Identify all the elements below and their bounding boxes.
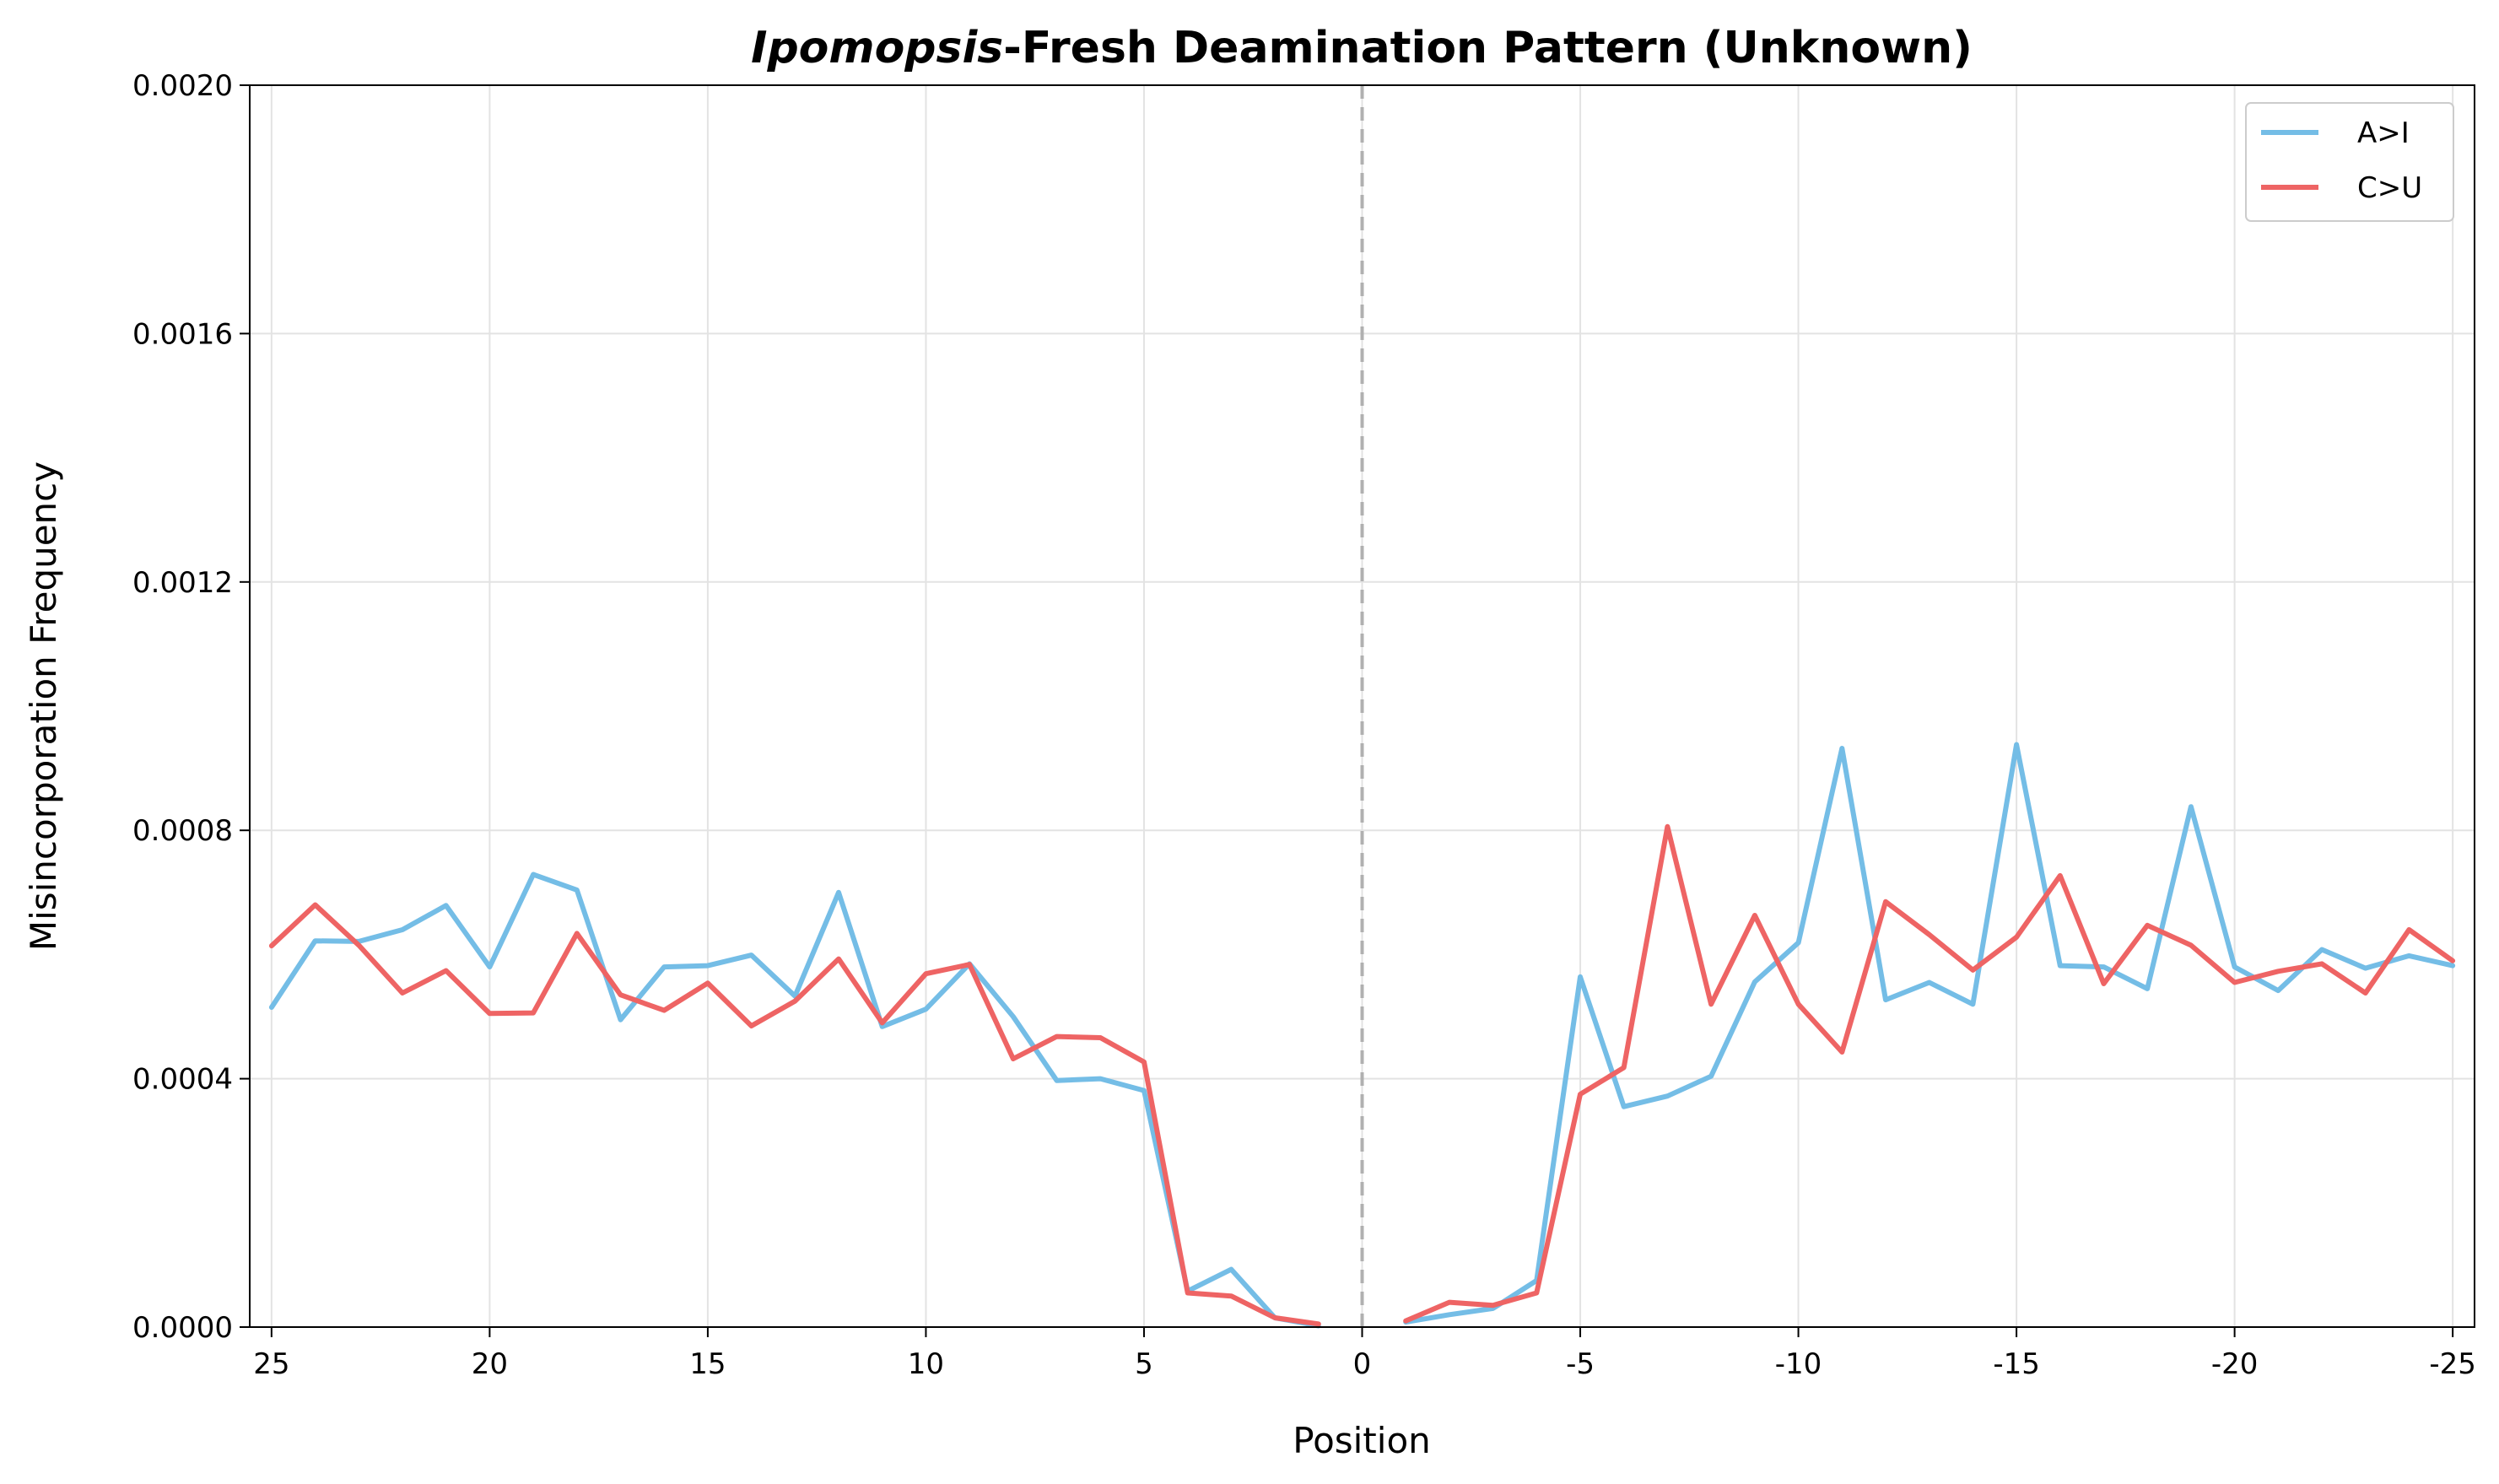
series-lines xyxy=(268,742,2456,1329)
y-tick-label: 0.0008 xyxy=(132,814,233,848)
x-tick-label: 0 xyxy=(1353,1347,1372,1381)
y-tick-label: 0.0016 xyxy=(132,317,233,351)
series-line-c-to-u xyxy=(268,902,1321,1327)
y-tick-label: 0.0012 xyxy=(132,566,233,600)
series-line-c-to-u xyxy=(1403,823,2456,1324)
chart-title-italic: Ipomopsis xyxy=(751,23,1003,73)
y-axis-ticks: 0.0000 0.0004 0.0008 0.0012 0.0016 0.0020 xyxy=(132,69,250,1345)
legend-label-c-to-u: C>U xyxy=(2357,171,2422,205)
x-axis-label: Position xyxy=(1293,1420,1431,1461)
chart-title-rest: -Fresh Deamination Pattern (Unknown) xyxy=(1003,23,1973,73)
y-tick-label: 0.0020 xyxy=(132,69,233,103)
y-axis-label: Misincorporation Frequency xyxy=(23,461,64,951)
x-tick-label: -10 xyxy=(1775,1347,1822,1381)
x-tick-label: 10 xyxy=(908,1347,944,1381)
x-tick-label: 20 xyxy=(472,1347,508,1381)
x-tick-label: -15 xyxy=(1993,1347,2040,1381)
x-tick-label: -25 xyxy=(2429,1347,2476,1381)
x-tick-label: 25 xyxy=(253,1347,289,1381)
x-tick-label: -5 xyxy=(1566,1347,1595,1381)
series-line-a-to-i xyxy=(1403,742,2456,1325)
x-tick-label: -20 xyxy=(2211,1347,2259,1381)
chart-title: Ipomopsis-Fresh Deamination Pattern (Unk… xyxy=(751,23,1973,73)
y-tick-label: 0.0004 xyxy=(132,1063,233,1097)
x-tick-label: 15 xyxy=(689,1347,726,1381)
y-tick-label: 0.0000 xyxy=(132,1311,233,1345)
x-axis-ticks: 25 20 15 10 5 0 -5 -10 -15 -20 -25 xyxy=(253,1327,2476,1381)
legend-label-a-to-i: A>I xyxy=(2357,116,2410,150)
legend: A>I C>U xyxy=(2245,102,2454,222)
x-tick-label: 5 xyxy=(1135,1347,1153,1381)
series-line-a-to-i xyxy=(268,872,1321,1329)
